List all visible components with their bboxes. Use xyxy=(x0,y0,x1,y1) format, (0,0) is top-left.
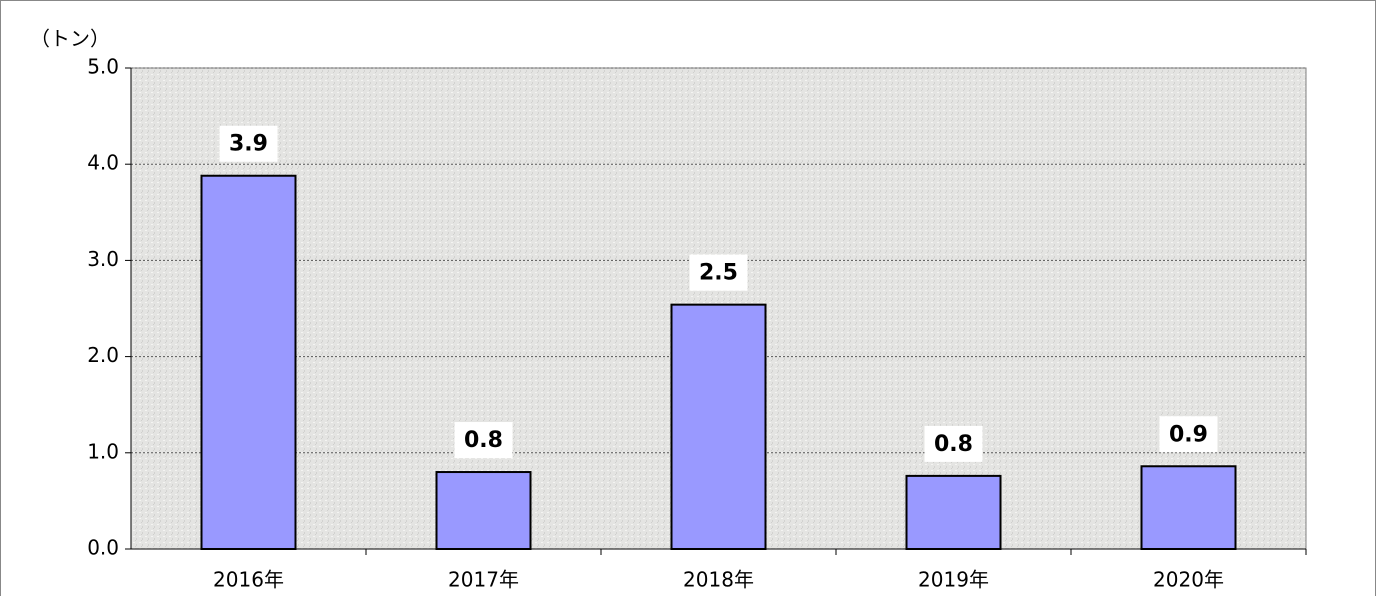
data-label: 0.8 xyxy=(464,428,503,453)
data-label-box xyxy=(924,425,983,462)
y-tick-label: 3.0 xyxy=(87,247,119,271)
y-tick-label: 1.0 xyxy=(87,439,119,463)
x-tick-label: 2020年 xyxy=(1153,568,1224,592)
y-axis-label: （トン） xyxy=(30,27,110,51)
bar xyxy=(1140,465,1237,551)
y-tick-label: 4.0 xyxy=(87,151,119,175)
x-tick-label: 2018年 xyxy=(683,568,754,592)
data-label: 0.8 xyxy=(934,432,973,457)
bar xyxy=(435,471,532,551)
data-label: 3.9 xyxy=(229,132,268,157)
bar xyxy=(200,174,297,551)
data-label: 0.9 xyxy=(1169,422,1208,447)
bar xyxy=(670,303,767,551)
data-label: 2.5 xyxy=(699,261,738,286)
y-tick-label: 5.0 xyxy=(87,55,119,79)
data-label-box xyxy=(1159,416,1218,453)
bar xyxy=(905,474,1002,550)
data-label-box xyxy=(454,422,513,459)
data-label-box xyxy=(689,254,748,291)
y-tick-label: 0.0 xyxy=(87,536,119,560)
data-label-box xyxy=(219,125,278,162)
x-tick-label: 2019年 xyxy=(918,568,989,592)
x-tick-label: 2017年 xyxy=(448,568,519,592)
y-tick-label: 2.0 xyxy=(87,343,119,367)
x-tick-label: 2016年 xyxy=(213,568,284,592)
